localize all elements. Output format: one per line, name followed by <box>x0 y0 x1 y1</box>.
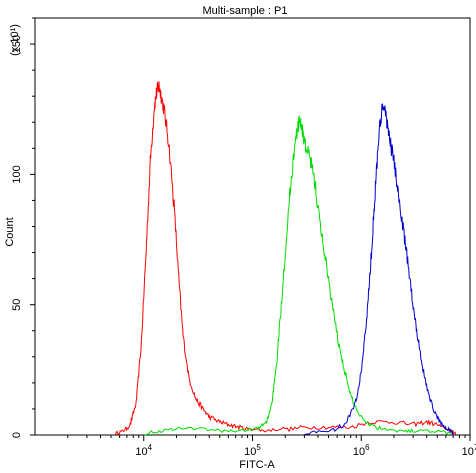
x-tick-label: 106 <box>353 443 370 458</box>
x-axis: 104 105 106 107 <box>67 435 476 458</box>
series-line <box>115 81 457 436</box>
y-axis: 0 50 100 150 <box>11 17 35 438</box>
plot-frame <box>34 17 471 436</box>
histogram-series <box>115 81 457 436</box>
x-tick-label: 107 <box>462 443 476 458</box>
series-line <box>143 115 454 436</box>
chart-title: Multi-sample : P1 <box>203 5 288 17</box>
series-line <box>304 103 454 436</box>
y-tick-label: 150 <box>11 35 23 53</box>
y-tick-label: 50 <box>11 299 23 311</box>
x-axis-title: FITC-A <box>239 459 275 471</box>
y-tick-label: 100 <box>11 165 23 183</box>
x-tick-label: 105 <box>244 443 261 458</box>
y-axis-title: Count <box>4 217 16 246</box>
y-multiplier-label: (x 10¹) <box>9 24 21 56</box>
x-tick-label: 104 <box>135 443 152 458</box>
y-tick-label: 0 <box>11 432 23 438</box>
